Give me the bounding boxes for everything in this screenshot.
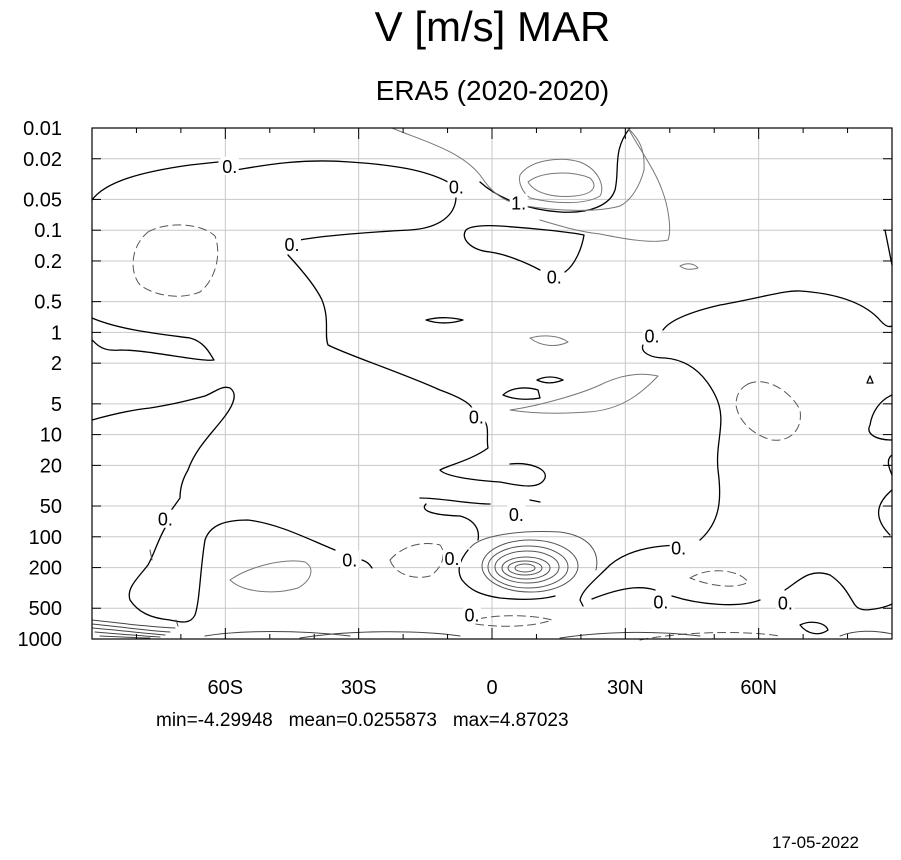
contour-label: 0. — [671, 538, 686, 558]
contour-label: 0. — [644, 327, 659, 347]
contour-label-background — [283, 235, 301, 254]
statistics-line: min=-4.29948 mean=0.0255873 max=4.87023 — [156, 710, 569, 732]
contour-label: 0. — [778, 594, 793, 614]
y-tick-label: 0.5 — [34, 292, 62, 314]
contour-label: 0. — [464, 606, 479, 626]
axis-ticks: 0.01 0.02 0.05 0.1 0.2 0.5 1 2 5 10 20 50 100 200 500 1… — [18, 118, 892, 699]
contour-label-background — [156, 509, 175, 528]
contour-label-background — [447, 177, 466, 196]
contour-label: 0. — [222, 157, 237, 177]
x-tick-label: 60N — [740, 677, 777, 699]
y-tick-label: 500 — [29, 598, 62, 620]
contour-label-background — [443, 549, 461, 568]
contour-zero-line — [439, 419, 546, 487]
y-tick-label: 50 — [40, 496, 62, 518]
contour-label-background — [669, 538, 688, 557]
contour-zero-line — [463, 224, 585, 273]
contour-label-background — [776, 593, 795, 612]
surface-contours — [91, 549, 893, 639]
contour-zero-line — [91, 317, 215, 361]
contour-positive — [539, 127, 671, 242]
contour-negative — [389, 543, 444, 578]
y-tick-label: 200 — [29, 558, 62, 580]
x-tick-label: 30N — [607, 677, 644, 699]
contour-label-background — [340, 550, 359, 569]
y-tick-label: 0.1 — [34, 220, 62, 242]
y-tick-label: 0.05 — [23, 189, 62, 211]
contour-label: 0. — [444, 549, 459, 569]
contour-zero-line — [579, 344, 722, 607]
jet-core-contours — [469, 531, 598, 593]
contour-zero-line — [591, 572, 893, 611]
contour-positive — [519, 158, 603, 204]
contour-label: 0. — [342, 550, 357, 570]
contour-positive — [229, 560, 312, 593]
y-tick-label: 10 — [40, 425, 62, 447]
contour-label-background — [463, 605, 481, 624]
y-tick-label: 5 — [51, 394, 62, 416]
contour-zero-line — [91, 386, 235, 513]
contour-label-background — [545, 267, 564, 286]
contour-label-background — [509, 193, 528, 212]
contour-label: 0. — [449, 177, 464, 197]
contour-negative — [689, 570, 749, 587]
y-tick-label: 1000 — [18, 629, 63, 651]
x-tick-label: 60S — [208, 677, 244, 699]
creation-date: 17-05-2022 — [772, 833, 859, 852]
contour-zero-line — [662, 290, 893, 331]
contour-lines — [91, 127, 893, 641]
min-value: min=-4.29948 — [156, 710, 273, 731]
x-tick-label: 0 — [486, 677, 497, 699]
contour-zero-line — [536, 376, 564, 384]
contour-label-background — [643, 326, 661, 345]
contour-label: 0. — [284, 235, 299, 255]
contour-labels: 0. 0. 0. 1. 0. 0. 0. 0. 0. 0. 0. 0. 0. 0. 0. — [156, 156, 795, 626]
contour-positive — [527, 172, 595, 197]
contour-zero-line — [502, 387, 541, 400]
contour-label-background — [220, 156, 239, 175]
gridlines — [92, 128, 892, 639]
y-tick-label: 0.2 — [34, 251, 62, 273]
y-tick-label: 0.02 — [23, 149, 62, 171]
contour-negative — [735, 381, 801, 441]
contour-positive — [509, 373, 659, 414]
contour-zero-line — [361, 559, 373, 569]
contour-positive — [679, 263, 699, 270]
mean-value: mean=0.0255873 — [288, 710, 437, 731]
contour-zero-line — [91, 160, 473, 409]
contour-label-background — [651, 592, 670, 611]
y-tick-label: 100 — [29, 527, 62, 549]
chart-subtitle: ERA5 (2020-2020) — [375, 75, 610, 106]
contour-zero-line — [425, 317, 464, 324]
contour-negative — [132, 224, 219, 297]
contour-zero-line — [884, 229, 893, 266]
max-value: max=4.87023 — [452, 710, 569, 731]
contour-zero-line — [866, 375, 874, 384]
contour-positive — [529, 335, 569, 346]
contour-zero-line — [799, 621, 829, 635]
contour-positive — [391, 127, 645, 211]
contour-label-background — [467, 407, 486, 426]
contour-label: 0. — [653, 593, 668, 613]
x-tick-label: 30S — [341, 677, 377, 699]
contour-label: 0. — [509, 505, 524, 525]
contour-label: 0. — [469, 407, 484, 427]
y-tick-label: 2 — [51, 353, 62, 375]
y-tick-label: 0.01 — [23, 118, 62, 140]
main-title: V [m/s] MAR — [374, 3, 611, 50]
contour-zero-line — [419, 497, 556, 600]
contour-zero-line — [128, 519, 336, 623]
contour-negative — [639, 632, 781, 641]
contour-label: 0. — [158, 510, 173, 530]
contour-label-background — [507, 504, 526, 523]
y-tick-label: 1 — [51, 322, 62, 344]
contour-label: 1. — [511, 194, 526, 214]
y-tick-label: 20 — [40, 455, 62, 477]
contour-negative — [465, 615, 553, 627]
contour-label: 0. — [547, 267, 562, 287]
